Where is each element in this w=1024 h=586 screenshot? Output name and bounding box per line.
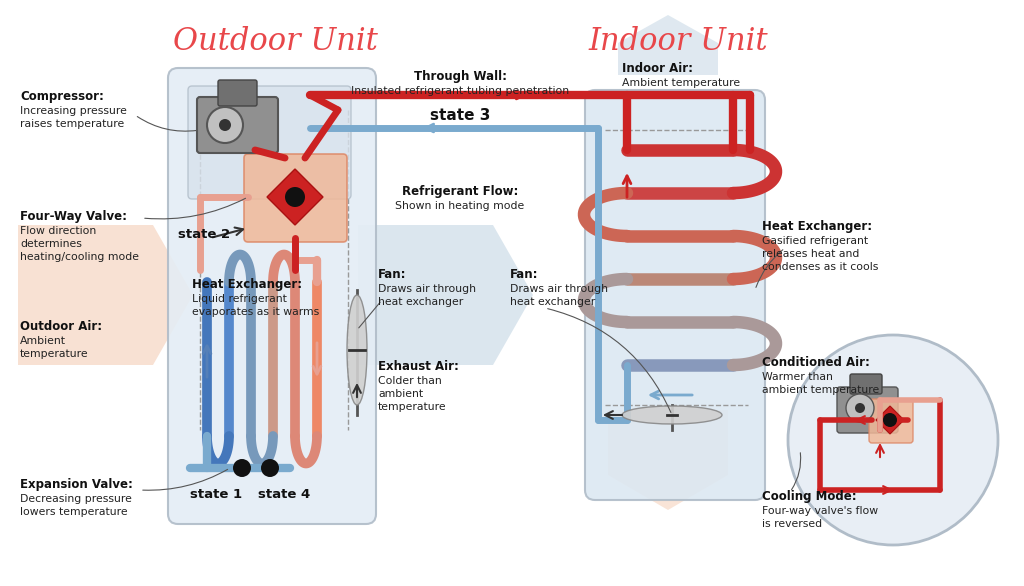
FancyBboxPatch shape xyxy=(585,90,765,500)
Text: Shown in heating mode: Shown in heating mode xyxy=(395,201,524,211)
Text: Outdoor Air:: Outdoor Air: xyxy=(20,320,102,333)
Text: Ambient temperature: Ambient temperature xyxy=(622,78,740,88)
Text: Decreasing pressure
lowers temperature: Decreasing pressure lowers temperature xyxy=(20,494,132,517)
Text: Fan:: Fan: xyxy=(510,268,539,281)
Text: state 2: state 2 xyxy=(178,228,230,241)
Circle shape xyxy=(285,187,305,207)
Text: Heat Exchanger:: Heat Exchanger: xyxy=(193,278,302,291)
Polygon shape xyxy=(267,169,323,225)
Text: Gasified refrigerant
releases heat and
condenses as it cools: Gasified refrigerant releases heat and c… xyxy=(762,236,879,271)
FancyArrow shape xyxy=(18,225,193,365)
Text: Draws air through
heat exchanger: Draws air through heat exchanger xyxy=(510,284,608,307)
Text: Ambient
temperature: Ambient temperature xyxy=(20,336,89,359)
Text: Cooling Mode:: Cooling Mode: xyxy=(762,490,857,503)
FancyBboxPatch shape xyxy=(218,80,257,106)
FancyArrow shape xyxy=(608,410,728,510)
Ellipse shape xyxy=(347,295,367,405)
Text: Four-Way Valve:: Four-Way Valve: xyxy=(20,210,127,223)
Text: Conditioned Air:: Conditioned Air: xyxy=(762,356,869,369)
Text: Outdoor Unit: Outdoor Unit xyxy=(173,26,378,57)
Text: Colder than
ambient
temperature: Colder than ambient temperature xyxy=(378,376,446,411)
Circle shape xyxy=(207,107,243,143)
Text: state 4: state 4 xyxy=(258,488,310,501)
Text: Liquid refrigerant
evaporates as it warms: Liquid refrigerant evaporates as it warm… xyxy=(193,294,319,317)
FancyArrow shape xyxy=(618,15,718,75)
Text: Exhaust Air:: Exhaust Air: xyxy=(378,360,459,373)
Circle shape xyxy=(788,335,998,545)
Text: Flow direction
determines
heating/cooling mode: Flow direction determines heating/coolin… xyxy=(20,226,139,261)
FancyBboxPatch shape xyxy=(850,374,882,394)
Text: Through Wall:: Through Wall: xyxy=(414,70,507,83)
Text: Expansion Valve:: Expansion Valve: xyxy=(20,478,133,491)
FancyBboxPatch shape xyxy=(869,399,913,443)
Circle shape xyxy=(261,459,279,477)
Circle shape xyxy=(846,394,874,422)
Text: Fan:: Fan: xyxy=(378,268,407,281)
Circle shape xyxy=(883,413,897,427)
Text: Refrigerant Flow:: Refrigerant Flow: xyxy=(401,185,518,198)
FancyArrow shape xyxy=(358,225,534,365)
Text: Indoor Air:: Indoor Air: xyxy=(622,62,693,75)
FancyBboxPatch shape xyxy=(244,154,347,242)
Text: Draws air through
heat exchanger: Draws air through heat exchanger xyxy=(378,284,476,307)
FancyBboxPatch shape xyxy=(168,68,376,524)
FancyBboxPatch shape xyxy=(837,387,898,433)
Circle shape xyxy=(233,459,251,477)
Text: Heat Exchanger:: Heat Exchanger: xyxy=(762,220,872,233)
Text: Indoor Unit: Indoor Unit xyxy=(588,26,768,57)
Circle shape xyxy=(219,119,231,131)
Text: Insulated refrigerant-tubing penetration: Insulated refrigerant-tubing penetration xyxy=(351,86,569,96)
Text: Compressor:: Compressor: xyxy=(20,90,103,103)
Text: Warmer than
ambient temperature: Warmer than ambient temperature xyxy=(762,372,880,395)
FancyBboxPatch shape xyxy=(188,86,351,199)
Circle shape xyxy=(855,403,865,413)
Text: state 3: state 3 xyxy=(430,108,490,123)
Ellipse shape xyxy=(622,406,722,424)
Text: Increasing pressure
raises temperature: Increasing pressure raises temperature xyxy=(20,106,127,129)
FancyBboxPatch shape xyxy=(197,97,278,153)
Text: Four-way valve's flow
is reversed: Four-way valve's flow is reversed xyxy=(762,506,879,529)
Text: state 1: state 1 xyxy=(190,488,242,501)
Polygon shape xyxy=(876,406,904,434)
